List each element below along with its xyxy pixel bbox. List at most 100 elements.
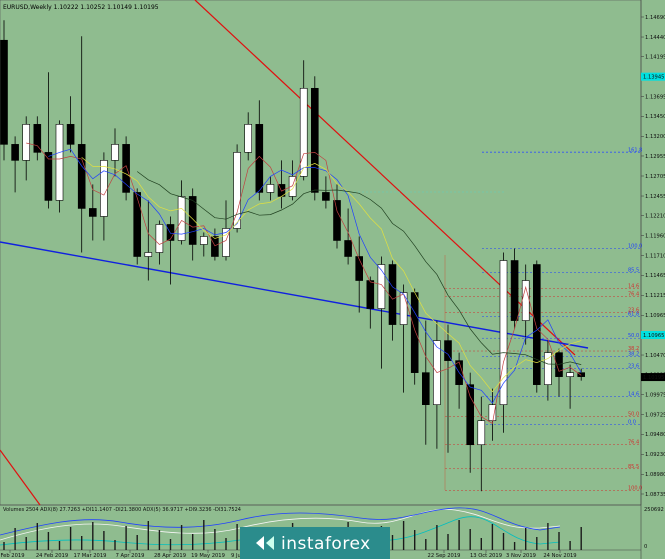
candle-bull — [177, 196, 186, 241]
price-tick-label: 1.13695 — [645, 95, 665, 101]
candle-bear — [322, 192, 330, 201]
price-tick-label: 1.10965 — [645, 313, 665, 319]
candle-bull — [100, 160, 108, 217]
candle-bull — [399, 292, 408, 325]
candle-bear — [388, 264, 397, 325]
candle-bull — [377, 264, 386, 309]
date-axis-ticks: 3 Feb 2019 24 Feb 2019 17 Mar 2019 7 Apr 20… — [0, 550, 577, 559]
candle-bull — [155, 224, 164, 253]
candle-bull — [111, 144, 119, 161]
price-highlight-box — [641, 72, 665, 81]
price-tick-label: 1.11215 — [645, 293, 665, 299]
candle-bull — [266, 184, 275, 193]
candle-bear — [577, 372, 586, 377]
date-tick-label: 13 Oct 2019 — [470, 553, 502, 559]
ma-yellow — [81, 157, 582, 393]
candle-bull — [499, 260, 508, 405]
indicator-label: Volumes 2504 ADX(8) 27.7263 +DI11.1407 -… — [3, 507, 241, 513]
indicator-axis-bottom: 0 — [644, 544, 647, 550]
candle-bull — [544, 352, 552, 385]
candle-bear — [532, 264, 541, 385]
fib-level-label: 14.6 — [628, 284, 639, 290]
candle-bull — [488, 404, 497, 422]
price-tick-label: 1.14195 — [645, 54, 665, 60]
price-tick-label: 1.12210 — [645, 213, 665, 219]
candle-bear — [333, 200, 341, 241]
price-tick-label: 1.14440 — [645, 35, 665, 41]
fib-level-label: 0.0 — [628, 420, 636, 426]
fib-level-label: 76.4 — [628, 292, 639, 298]
price-tick-label: 1.11710 — [645, 254, 665, 260]
price-tick-label: 1.13450 — [645, 114, 665, 120]
date-tick-label: 24 Nov 2019 — [543, 553, 576, 559]
price-highlight-box — [641, 331, 665, 339]
price-tick-label: 1.13200 — [645, 134, 665, 140]
candle-bear — [410, 292, 419, 373]
candle-bear — [77, 144, 86, 209]
price-tick-label: 1.08735 — [645, 492, 665, 498]
candle-bull — [22, 124, 31, 161]
price-tick-label: 1.09480 — [645, 432, 665, 438]
candle-bear — [33, 124, 42, 153]
price-highlight-label: 1.13945 — [643, 75, 664, 81]
fib-level-label: 161.8 — [628, 147, 642, 153]
trend-lines — [0, 0, 641, 506]
candle-bull — [477, 420, 486, 446]
current-price-box — [641, 373, 665, 382]
candle-bear — [355, 256, 364, 281]
fib-level-label: 50.0 — [628, 412, 639, 418]
date-tick-label: 22 Sep 2019 — [428, 553, 461, 559]
candle-bear — [255, 124, 264, 193]
price-tick-label: 1.09975 — [645, 392, 665, 398]
fib-level-label: 100.0 — [628, 485, 642, 491]
candle-bear — [310, 87, 319, 193]
fib-level-label: 23.6 — [628, 308, 639, 314]
current-price-label: 1.10195 — [643, 375, 664, 381]
candle-bear — [166, 224, 175, 241]
main-plot-frame — [0, 0, 642, 506]
price-highlights: 1.13945 1.10965 1.10195 — [641, 72, 665, 382]
fib-level-label: 61.8 — [628, 312, 639, 318]
fib-level-label: 76.4 — [628, 440, 639, 446]
candle-bear — [466, 384, 475, 446]
candle-bull — [244, 124, 252, 153]
candle-bull — [55, 124, 64, 201]
candle-bear — [344, 240, 352, 257]
watermark-logo-icon — [256, 536, 274, 550]
watermark-box — [240, 527, 390, 559]
date-tick-label: 3 Feb 2019 — [0, 553, 24, 559]
price-tick-label: 1.12705 — [645, 174, 665, 180]
candle-bear — [11, 144, 19, 161]
candle-bull — [233, 152, 241, 229]
candle-bear — [66, 124, 75, 145]
fib-level-label: 38.2 — [628, 346, 639, 352]
price-tick-label: 1.10470 — [645, 353, 665, 359]
price-tick-label: 1.11465 — [645, 273, 665, 279]
fibonacci-levels: 100.0 85.5 61.8 50.0 38.2 23.6 14.6 0.0 14.6 76.4… — [445, 147, 642, 491]
date-tick-label: 28 Apr 2019 — [154, 553, 186, 559]
candle-bull — [566, 372, 574, 377]
fib-level-label: 85.5 — [628, 464, 639, 470]
watermark-text: instaforex — [281, 534, 371, 554]
price-tick-label: 1.12955 — [645, 154, 665, 160]
fib-level-label: 50.0 — [628, 333, 639, 339]
price-tick-label: 1.12455 — [645, 194, 665, 200]
candle-bear — [444, 340, 452, 361]
candle-bear — [421, 372, 430, 405]
candle-bull — [299, 87, 308, 177]
candle-bear — [122, 144, 130, 193]
ma-blue — [48, 148, 582, 404]
date-tick-label: 19 May 2019 — [191, 553, 225, 559]
support-trendline-blue — [0, 241, 589, 349]
fib-level-label: 85.5 — [628, 268, 639, 274]
candle-bear — [366, 280, 375, 309]
candle-bull — [200, 236, 208, 245]
date-tick-label: 17 Mar 2019 — [74, 553, 107, 559]
price-tick-label: 1.14690 — [645, 15, 665, 21]
price-tick-label: 1.08980 — [645, 472, 665, 478]
candle-bear — [0, 39, 8, 145]
ma-fast-red — [26, 142, 582, 424]
candle-bull — [288, 176, 297, 197]
fib-level-label: 14.6 — [628, 392, 639, 398]
